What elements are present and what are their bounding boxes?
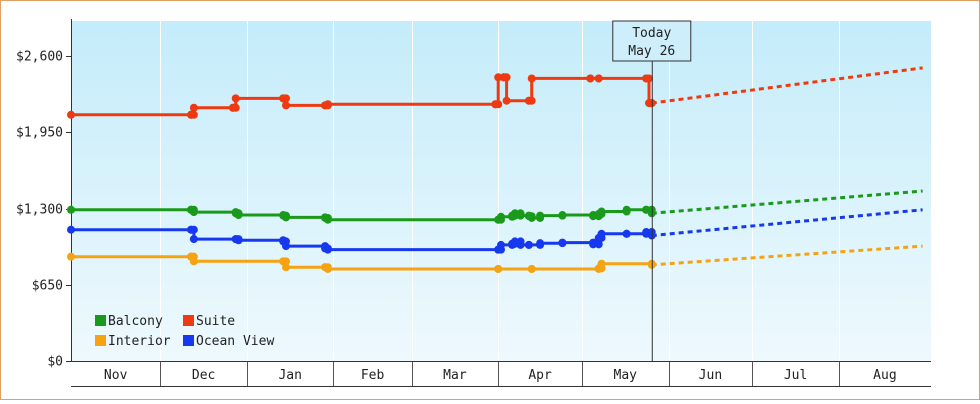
today-label-box bbox=[612, 20, 692, 62]
legend-label: Suite bbox=[196, 314, 235, 329]
data-point bbox=[586, 74, 595, 83]
data-point bbox=[189, 235, 198, 244]
data-point bbox=[524, 240, 533, 249]
x-tick-label: Jul bbox=[784, 368, 807, 383]
x-axis: Nov Dec Jan Feb Mar Apr May Jun Jul Aug bbox=[71, 361, 931, 387]
x-tick-label: Mar bbox=[443, 368, 467, 383]
grid bbox=[160, 21, 840, 386]
legend-swatch bbox=[95, 335, 106, 346]
data-point bbox=[597, 207, 606, 216]
data-point bbox=[597, 229, 606, 238]
series-interior bbox=[67, 244, 923, 273]
data-point bbox=[67, 110, 75, 119]
y-tick-label: $1,300 bbox=[16, 203, 63, 218]
data-point bbox=[67, 205, 75, 214]
data-point bbox=[282, 242, 290, 251]
data-point bbox=[282, 213, 290, 222]
data-point bbox=[282, 101, 290, 110]
data-point bbox=[622, 205, 631, 214]
projection-line bbox=[651, 244, 923, 267]
legend-swatch bbox=[183, 335, 194, 346]
projection-line bbox=[651, 66, 923, 105]
legend-item: Interior bbox=[95, 334, 171, 349]
data-point bbox=[189, 103, 198, 112]
data-point bbox=[502, 73, 511, 82]
series-group bbox=[67, 66, 923, 273]
x-tick-label: May bbox=[614, 368, 638, 383]
plot-area bbox=[71, 21, 931, 361]
data-point bbox=[189, 257, 198, 266]
data-point bbox=[323, 100, 332, 109]
data-point bbox=[536, 211, 545, 220]
data-point bbox=[502, 96, 511, 105]
data-point bbox=[558, 211, 567, 220]
data-point bbox=[558, 238, 567, 247]
data-point bbox=[494, 264, 503, 273]
legend-label: Interior bbox=[108, 334, 171, 349]
legend: Balcony Suite Interior Ocean View bbox=[95, 314, 274, 349]
data-point bbox=[494, 73, 503, 82]
data-point bbox=[536, 239, 545, 248]
data-point bbox=[67, 225, 75, 234]
data-point bbox=[231, 103, 240, 112]
data-point bbox=[189, 110, 198, 119]
data-point bbox=[597, 259, 606, 268]
today-marker: Today May 26 bbox=[612, 20, 692, 361]
legend-item: Balcony bbox=[95, 314, 163, 329]
data-point bbox=[67, 252, 75, 261]
series-ocean-view bbox=[67, 208, 923, 254]
data-point bbox=[644, 74, 653, 83]
data-point bbox=[527, 264, 536, 273]
y-tick-label: $650 bbox=[32, 279, 63, 294]
legend-label: Ocean View bbox=[196, 334, 274, 349]
data-point bbox=[323, 245, 332, 254]
x-tick-label: Feb bbox=[361, 368, 385, 383]
data-point bbox=[527, 213, 536, 222]
data-point bbox=[234, 236, 243, 245]
y-axis: $0 $650 $1,300 $1,950 $2,600 bbox=[16, 19, 72, 370]
y-tick-label: $1,950 bbox=[16, 126, 63, 141]
x-tick-label: Jan bbox=[278, 368, 301, 383]
series-balcony bbox=[67, 189, 923, 224]
today-date-label: May 26 bbox=[628, 44, 675, 59]
data-point bbox=[497, 240, 505, 249]
today-label: Today bbox=[632, 26, 671, 41]
legend-swatch bbox=[95, 315, 106, 326]
data-point bbox=[231, 94, 240, 103]
data-point bbox=[323, 215, 332, 224]
legend-swatch bbox=[183, 315, 194, 326]
legend-item: Suite bbox=[183, 314, 235, 329]
x-tick-label: Dec bbox=[192, 368, 215, 383]
data-point bbox=[282, 94, 290, 103]
data-point bbox=[282, 257, 290, 266]
data-point bbox=[189, 208, 198, 217]
y-tick-label: $0 bbox=[47, 355, 63, 370]
data-point bbox=[323, 264, 332, 273]
series-suite bbox=[67, 66, 923, 119]
legend-item: Ocean View bbox=[183, 334, 274, 349]
data-point bbox=[282, 263, 290, 272]
x-tick-label: Apr bbox=[528, 368, 552, 383]
data-point bbox=[234, 211, 243, 220]
data-point bbox=[622, 229, 631, 238]
data-point bbox=[494, 100, 503, 109]
legend-label: Balcony bbox=[108, 314, 163, 329]
data-point bbox=[516, 240, 525, 249]
data-point bbox=[497, 212, 505, 221]
data-point bbox=[527, 96, 536, 105]
x-tick-label: Nov bbox=[104, 368, 128, 383]
data-point bbox=[594, 240, 603, 249]
data-point bbox=[189, 225, 198, 234]
projection-line bbox=[651, 189, 923, 215]
data-point bbox=[594, 74, 603, 83]
y-tick-label: $2,600 bbox=[16, 50, 63, 65]
data-point bbox=[589, 240, 598, 249]
x-tick-label: Jun bbox=[699, 368, 722, 383]
data-point bbox=[516, 211, 525, 220]
x-tick-label: Aug bbox=[873, 368, 896, 383]
data-point bbox=[527, 74, 536, 83]
projection-line bbox=[651, 208, 923, 238]
